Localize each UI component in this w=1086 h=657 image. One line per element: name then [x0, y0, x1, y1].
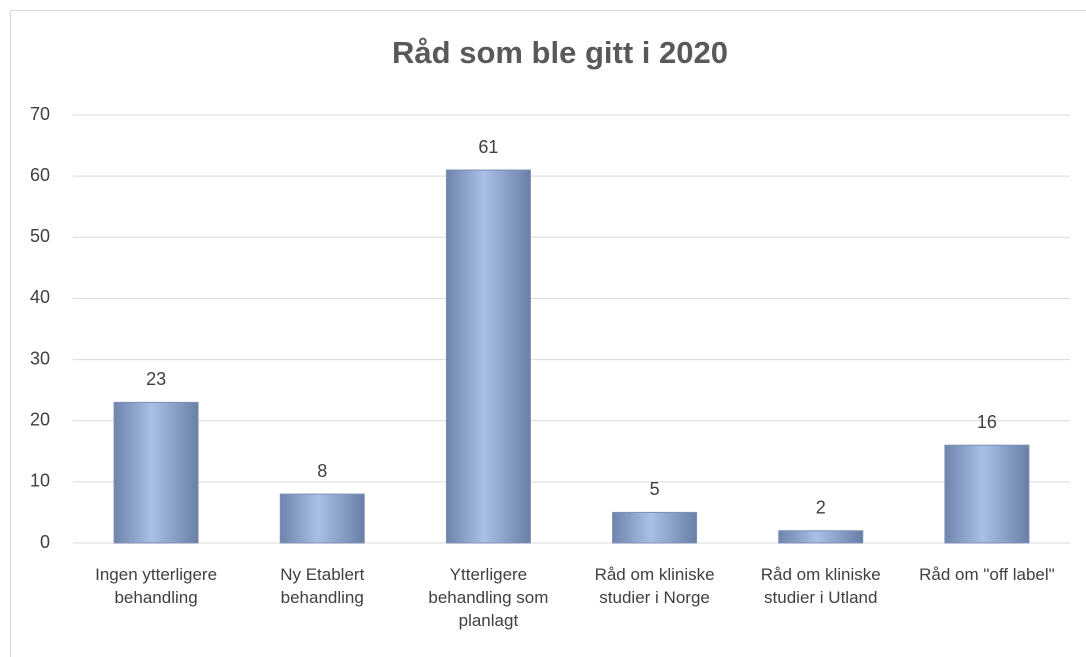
- bar: [612, 511, 698, 544]
- bar: [113, 401, 199, 544]
- y-tick-label: 50: [30, 226, 50, 246]
- data-label: 8: [317, 461, 327, 481]
- x-tick-label: Råd om "off label": [919, 565, 1055, 584]
- data-label: 5: [650, 479, 660, 499]
- chart-border: [10, 10, 1086, 657]
- x-tick-label: Ny Etablert behandling: [280, 565, 365, 607]
- x-tick-label: Råd om kliniske studier i Norge: [594, 565, 715, 607]
- data-label: 23: [146, 369, 166, 389]
- chart-title: Råd som ble gitt i 2020: [392, 35, 728, 70]
- bar: [944, 444, 1030, 544]
- data-label: 2: [816, 498, 826, 518]
- bar: [445, 169, 531, 544]
- y-tick-label: 30: [30, 348, 50, 368]
- y-tick-label: 70: [30, 104, 50, 124]
- x-tick-label: Ytterligere behandling som planlagt: [428, 565, 549, 630]
- x-tick-label: Ingen ytterligere behandling: [95, 565, 218, 607]
- y-tick-label: 60: [30, 165, 50, 185]
- y-tick-label: 20: [30, 409, 50, 429]
- data-label: 16: [977, 412, 997, 432]
- y-tick-label: 10: [30, 471, 50, 491]
- bar: [279, 493, 365, 544]
- y-tick-label: 0: [40, 532, 50, 552]
- y-tick-label: 40: [30, 287, 50, 307]
- x-tick-label: Råd om kliniske studier i Utland: [760, 565, 881, 607]
- bar: [778, 530, 864, 544]
- data-label: 61: [478, 137, 498, 157]
